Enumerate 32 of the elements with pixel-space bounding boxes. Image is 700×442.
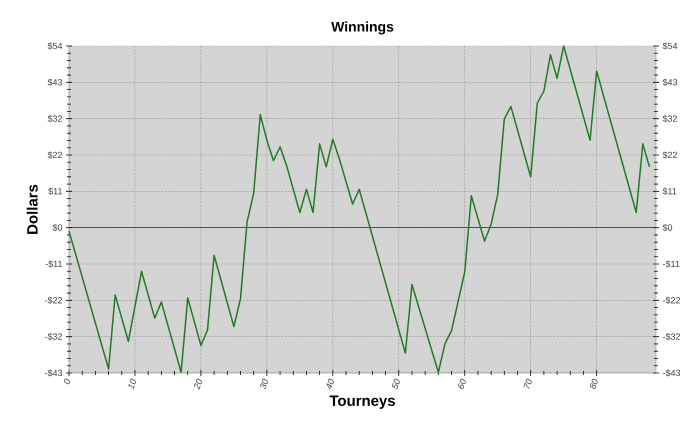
- y2-tick-label: $54: [662, 42, 678, 50]
- y-tick-label: $22: [48, 151, 62, 159]
- y-tick-label: $11: [48, 188, 62, 195]
- y2-tick-label: -$43: [662, 369, 680, 377]
- x-tick-label: 40: [326, 378, 334, 390]
- y-tick-label: -$32: [44, 333, 62, 340]
- y-tick-label: -$22: [44, 296, 62, 304]
- x-tick-label: 0: [64, 378, 70, 384]
- y2-tick-label: $43: [662, 78, 678, 86]
- y-tick-label: $54: [48, 42, 62, 50]
- y-tick-label: $0: [52, 224, 62, 232]
- y2-tick-label: $32: [662, 115, 678, 122]
- y-tick-label: -$11: [46, 260, 62, 268]
- y2-tick-label: -$32: [662, 333, 680, 340]
- x-tick-label: 30: [260, 378, 268, 390]
- y2-tick-label: $11: [662, 188, 676, 195]
- y2-tick-label: $0: [662, 224, 672, 232]
- y-tick-label: $43: [48, 78, 62, 86]
- chart-title: Winnings: [331, 21, 394, 34]
- x-tick-label: 70: [524, 378, 532, 389]
- y2-tick-label: -$22: [662, 296, 680, 304]
- y2-tick-label: -$11: [662, 260, 680, 268]
- x-tick-label: 10: [128, 378, 136, 390]
- y-tick-label: $32: [48, 115, 62, 122]
- x-axis-title: Tourneys: [330, 396, 395, 409]
- x-tick-label: 50: [392, 378, 400, 390]
- x-tick-label: 20: [194, 378, 202, 390]
- y-axis-title: Dollars: [26, 184, 38, 234]
- x-tick-label: 80: [590, 378, 598, 390]
- y-tick-label: -$43: [44, 369, 62, 377]
- x-tick-label: 60: [458, 378, 466, 389]
- y2-tick-label: $22: [662, 151, 678, 159]
